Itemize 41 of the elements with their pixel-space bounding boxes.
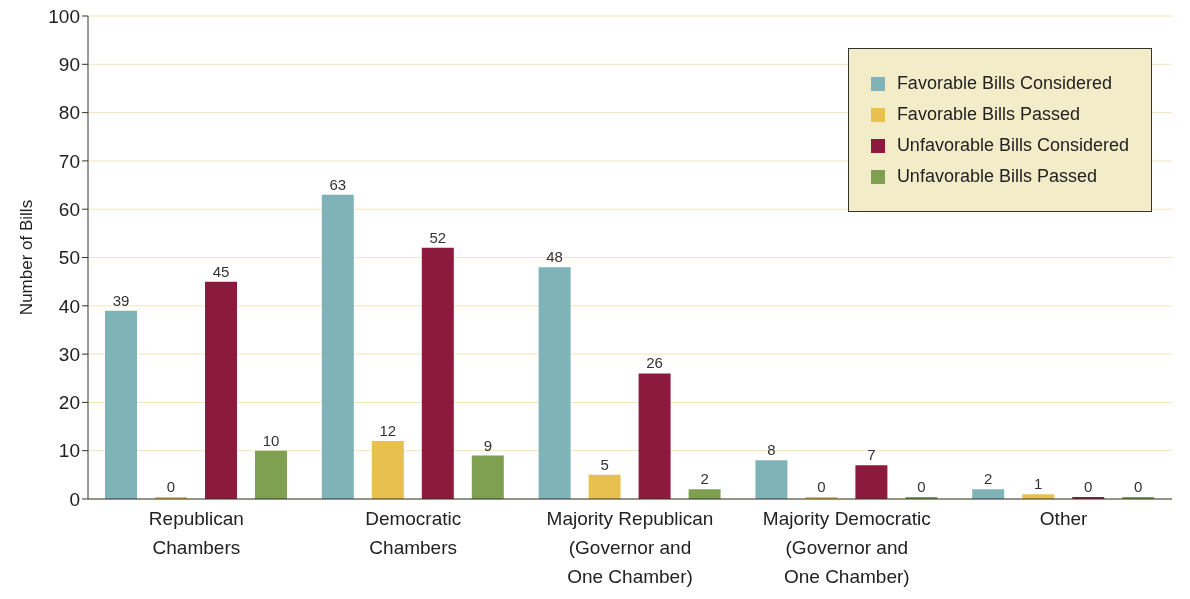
x-tick-label: Democratic Chambers [365, 508, 462, 558]
data-label: 0 [917, 478, 926, 495]
x-tick-label: Other [1039, 508, 1089, 529]
y-tick-label: 70 [58, 150, 80, 172]
data-label: 63 [329, 175, 347, 193]
data-label: 7 [867, 446, 876, 464]
data-label: 1 [1034, 475, 1043, 493]
data-label: 2 [700, 470, 709, 488]
legend-label: Unfavorable Bills Considered [896, 135, 1129, 156]
y-tick-label: 40 [58, 295, 80, 317]
legend-label: Favorable Bills Passed [896, 104, 1080, 125]
y-tick-label: 10 [58, 440, 80, 462]
data-label: 10 [262, 431, 280, 449]
data-label: 52 [429, 228, 447, 246]
y-tick-label: 90 [58, 54, 80, 76]
data-label: 26 [646, 354, 663, 372]
x-tick-label: Republican Chambers [148, 508, 244, 558]
data-label: 0 [166, 478, 176, 495]
y-tick-label: 30 [58, 343, 80, 365]
data-label: 9 [483, 436, 492, 454]
x-tick-label: Majority Democratic (Governor and One Chamber) [762, 508, 931, 587]
data-label: 5 [600, 455, 609, 473]
x-tick-label: Majority Republican (Governor and One Chamber) [546, 508, 714, 587]
y-tick-label: 60 [58, 198, 80, 220]
legend-label: Unfavorable Bills Passed [896, 166, 1097, 187]
y-tick-label: 100 [48, 5, 80, 27]
y-tick-label: 80 [58, 102, 80, 124]
data-label: 12 [379, 422, 397, 440]
y-tick-label: 0 [69, 488, 80, 510]
data-label: 2 [984, 470, 993, 488]
data-label: 0 [1134, 478, 1143, 495]
data-label: 8 [767, 441, 776, 459]
data-label: 0 [1084, 478, 1093, 495]
data-label: 0 [817, 478, 826, 495]
y-tick-label: 50 [58, 247, 80, 269]
y-tick-label: 20 [58, 392, 80, 414]
data-label: 39 [112, 291, 130, 309]
data-label: 48 [546, 248, 563, 266]
legend-label: Favorable Bills Considered [896, 73, 1112, 94]
y-axis-title: Number of Bills [17, 199, 37, 316]
data-label: 45 [212, 262, 230, 280]
